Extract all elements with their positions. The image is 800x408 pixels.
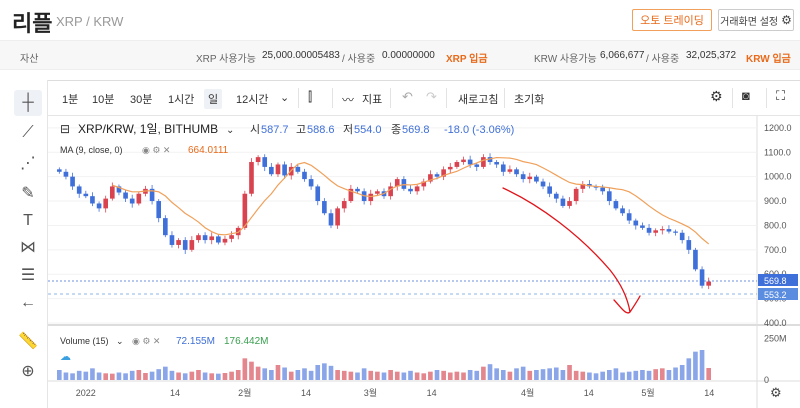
auto-trade-button[interactable]: 오토 트레이딩	[632, 9, 712, 31]
trendline-icon[interactable]: ⟋	[22, 124, 34, 141]
toolbar-divider	[298, 88, 299, 108]
toolbar-divider	[766, 88, 767, 108]
candle-type-icon[interactable]: ⫿	[308, 89, 313, 104]
multiline-icon[interactable]: ⋰	[20, 155, 36, 172]
indicator-button[interactable]: 지표	[362, 94, 383, 106]
xrp-available-value: 25,000.00005483	[262, 50, 340, 61]
indicator-icon[interactable]: 〰	[342, 93, 355, 107]
fullscreen-icon[interactable]: ⛶	[776, 88, 786, 103]
page-header: 리플 XRP / KRW 오토 트레이딩 거래화면 설정 ⚙	[0, 0, 800, 40]
xrp-inuse-label: / 사용중	[342, 54, 376, 65]
camera-icon[interactable]: ◙	[742, 88, 750, 103]
reset-button[interactable]: 초기화	[514, 94, 545, 106]
brush-icon[interactable]: ✎	[21, 185, 35, 202]
asset-bar: 자산 XRP 사용가능 25,000.00005483 / 사용중 0.0000…	[0, 40, 800, 70]
ruler-icon[interactable]: 📏	[18, 333, 38, 350]
asset-label: 자산	[20, 54, 39, 65]
page-title: 리플	[12, 11, 53, 36]
krw-inuse-value: 32,025,372	[686, 50, 737, 61]
krw-inuse-label: / 사용중	[646, 54, 680, 65]
interval-10m[interactable]: 10분	[92, 94, 115, 106]
pair-subtitle: XRP / KRW	[56, 14, 124, 29]
chart-settings-gear-icon[interactable]: ⚙	[710, 88, 723, 104]
chart-frame	[8, 80, 800, 408]
xrp-deposit-link[interactable]: XRP 입금	[446, 54, 488, 65]
chart-toolbar: 1분 10분 30분 1시간 일 12시간 ⌄ ⫿ 〰 지표 ↶ ↷ 새로고침 …	[48, 80, 800, 116]
toolbar-divider	[446, 88, 447, 108]
krw-available-value: 6,066,677	[600, 50, 645, 61]
pattern-icon[interactable]: ⋈	[20, 239, 36, 256]
interval-1h[interactable]: 1시간	[168, 94, 195, 106]
toolbar-divider	[732, 88, 733, 108]
toolbar-divider	[332, 88, 333, 108]
screen-settings-label: 거래화면 설정	[720, 16, 779, 28]
xrp-available-label: XRP 사용가능	[196, 54, 256, 65]
xrp-inuse-value: 0.00000000	[382, 50, 435, 61]
zoom-icon[interactable]: ⊕	[21, 363, 35, 380]
krw-available-label: KRW 사용가능	[534, 54, 597, 65]
interval-dropdown-icon[interactable]: ⌄	[280, 92, 290, 104]
krw-deposit-link[interactable]: KRW 입금	[746, 54, 791, 65]
interval-1d[interactable]: 일	[204, 89, 223, 109]
refresh-button[interactable]: 새로고침	[458, 94, 499, 106]
drawing-toolbar: ┼ ⟋ ⋰ ✎ T ⋈ ☰ ← 📏 ⊕	[8, 80, 48, 408]
toolbar-divider	[390, 88, 391, 108]
interval-12h[interactable]: 12시간	[236, 94, 269, 106]
undo-icon[interactable]: ↶	[402, 89, 413, 104]
text-icon[interactable]: T	[23, 212, 33, 229]
redo-icon[interactable]: ↷	[426, 89, 437, 104]
screen-settings-button[interactable]: 거래화면 설정 ⚙	[718, 9, 794, 31]
back-arrow-icon[interactable]: ←	[20, 294, 36, 311]
interval-1m[interactable]: 1분	[62, 94, 79, 106]
crosshair-icon[interactable]: ┼	[14, 90, 42, 116]
interval-30m[interactable]: 30분	[130, 94, 153, 106]
toolbar-divider	[504, 88, 505, 108]
fib-icon[interactable]: ☰	[20, 267, 36, 284]
gear-icon: ⚙	[781, 13, 792, 27]
